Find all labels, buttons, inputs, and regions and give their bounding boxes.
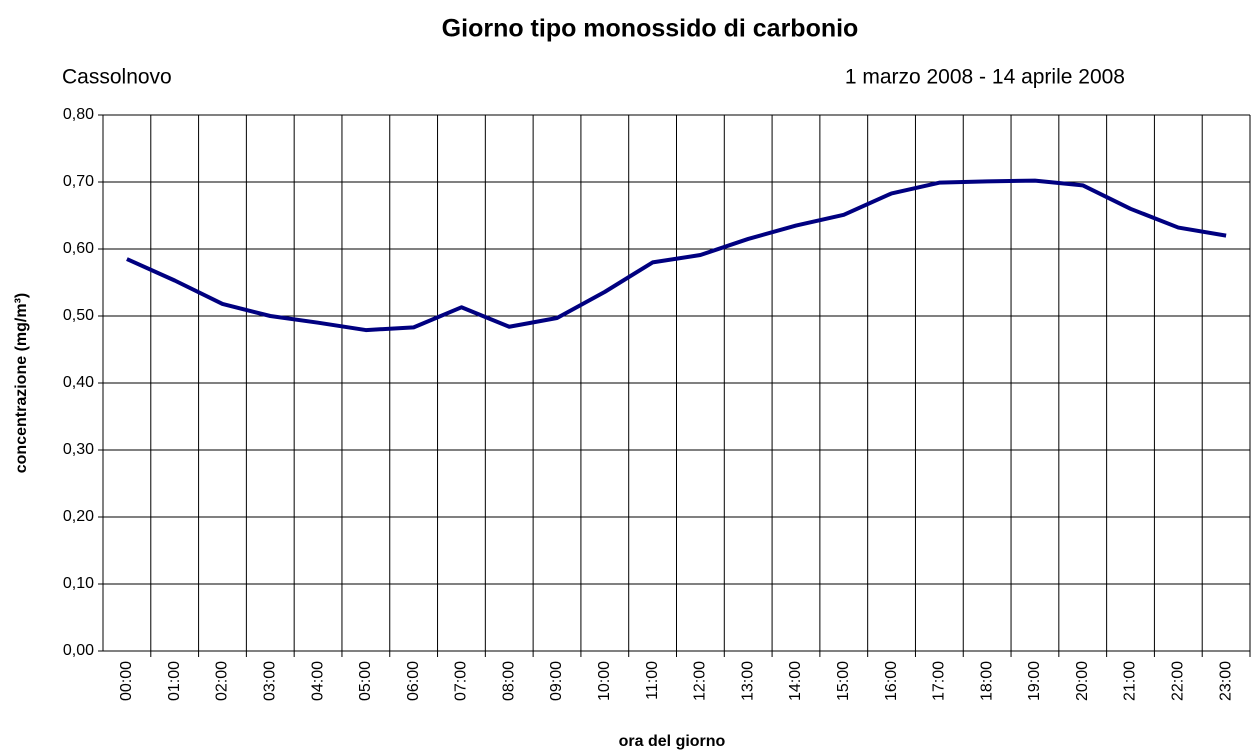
- x-tick-label: 12:00: [692, 661, 709, 701]
- x-tick-label: 15:00: [835, 661, 852, 701]
- x-tick-label: 18:00: [978, 661, 995, 701]
- x-tick-label: 16:00: [883, 661, 900, 701]
- y-tick-label: 0,30: [63, 441, 94, 458]
- x-tick-label: 01:00: [166, 661, 183, 701]
- x-tick-label: 07:00: [453, 661, 470, 701]
- x-tick-label: 09:00: [548, 661, 565, 701]
- y-tick-label: 0,20: [63, 508, 94, 525]
- y-tick-label: 0,80: [63, 106, 94, 123]
- x-tick-label: 19:00: [1026, 661, 1043, 701]
- x-tick-label: 02:00: [214, 661, 231, 701]
- x-tick-label: 10:00: [596, 661, 613, 701]
- y-tick-label: 0,00: [63, 642, 94, 659]
- x-tick-label: 05:00: [357, 661, 374, 701]
- chart-period: 1 marzo 2008 - 14 aprile 2008: [845, 66, 1125, 89]
- x-axis-title: ora del giorno: [619, 733, 726, 750]
- x-tick-label: 21:00: [1122, 661, 1139, 701]
- y-tick-label: 0,50: [63, 307, 94, 324]
- y-tick-label: 0,70: [63, 173, 94, 190]
- x-tick-label: 22:00: [1170, 661, 1187, 701]
- x-tick-label: 08:00: [500, 661, 517, 701]
- y-tick-label: 0,10: [63, 575, 94, 592]
- chart-title: Giorno tipo monossido di carbonio: [442, 15, 859, 43]
- y-tick-label: 0,60: [63, 240, 94, 257]
- x-tick-label: 17:00: [931, 661, 948, 701]
- y-axis-title: concentrazione (mg/m³): [13, 293, 30, 473]
- x-tick-label: 00:00: [118, 661, 135, 701]
- chart-subtitle: Cassolnovo: [62, 66, 172, 89]
- x-tick-label: 04:00: [309, 661, 326, 701]
- x-tick-label: 13:00: [739, 661, 756, 701]
- x-tick-label: 20:00: [1074, 661, 1091, 701]
- x-tick-label: 03:00: [261, 661, 278, 701]
- x-tick-label: 14:00: [787, 661, 804, 701]
- x-tick-label: 11:00: [644, 661, 661, 700]
- x-tick-label: 23:00: [1217, 661, 1234, 701]
- data-line: [126, 178, 1227, 333]
- x-tick-label: 06:00: [405, 661, 422, 701]
- y-tick-label: 0,40: [63, 374, 94, 391]
